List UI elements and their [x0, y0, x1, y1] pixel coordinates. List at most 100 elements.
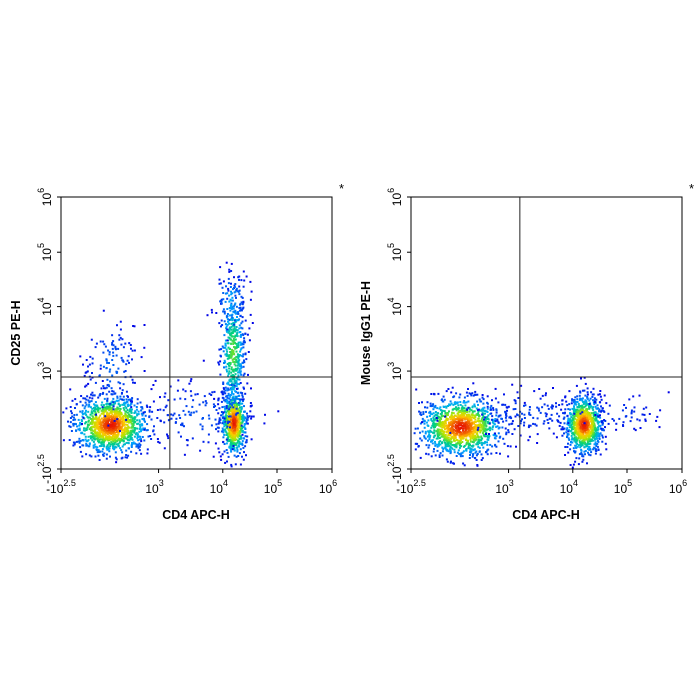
event-dot — [433, 429, 436, 432]
event-dot — [236, 423, 239, 426]
event-dot — [237, 434, 240, 437]
event-dot — [469, 429, 472, 432]
event-dot — [621, 409, 624, 412]
event-dot — [71, 415, 74, 418]
event-dot — [591, 393, 594, 396]
event-dot — [231, 385, 234, 388]
event-dot — [231, 408, 234, 411]
event-dot — [584, 409, 587, 412]
event-dot — [594, 433, 597, 436]
event-dot — [486, 438, 489, 441]
event-dot — [118, 441, 121, 444]
event-dot — [131, 397, 134, 400]
event-dot — [477, 414, 480, 417]
event-dot — [467, 413, 470, 416]
event-dot — [129, 414, 132, 417]
event-dot — [230, 351, 233, 354]
event-dot — [238, 442, 241, 445]
event-dot — [590, 405, 593, 408]
event-dot — [101, 439, 104, 442]
event-dot — [604, 426, 606, 429]
event-dot — [580, 448, 583, 451]
event-dot — [470, 418, 473, 421]
event-dot — [180, 435, 182, 438]
event-dot — [545, 413, 548, 416]
event-dot — [133, 421, 136, 424]
event-dot — [470, 432, 473, 435]
event-dot — [123, 370, 126, 373]
event-dot — [450, 460, 452, 463]
y-tick-label: 103 — [386, 362, 404, 380]
event-dot — [226, 388, 229, 391]
event-dot — [576, 398, 579, 401]
event-dot — [466, 414, 469, 417]
event-dot — [85, 442, 88, 445]
event-dot — [632, 395, 635, 398]
event-dot — [644, 419, 647, 422]
event-dot — [228, 445, 231, 448]
event-dot — [465, 422, 468, 425]
event-dot — [114, 345, 117, 348]
event-dot — [237, 408, 240, 411]
event-dot — [98, 419, 101, 422]
event-dot — [452, 462, 455, 465]
event-dot — [455, 455, 458, 457]
event-dot — [133, 404, 136, 407]
event-dot — [231, 306, 234, 309]
event-dot — [224, 415, 227, 418]
event-dot — [505, 433, 508, 436]
event-dot — [85, 403, 88, 406]
event-dot — [480, 408, 483, 411]
event-dot — [79, 400, 82, 403]
event-dot — [470, 424, 473, 427]
event-dot — [116, 324, 118, 327]
y-tick-label: -102.5 — [386, 454, 404, 484]
event-dot — [582, 433, 585, 436]
event-dot — [583, 429, 586, 431]
event-dot — [421, 421, 423, 424]
event-dot — [94, 346, 97, 349]
event-dot — [590, 427, 592, 430]
event-dot — [585, 445, 588, 448]
event-dot — [93, 407, 96, 410]
event-dot — [492, 419, 494, 422]
event-dot — [137, 413, 140, 416]
event-dot — [595, 398, 598, 401]
event-dot — [457, 428, 460, 431]
event-dot — [642, 407, 645, 410]
event-dot — [630, 411, 633, 414]
event-dot — [229, 395, 232, 398]
event-dot — [224, 323, 227, 326]
event-dot — [586, 387, 589, 390]
event-dot — [576, 406, 579, 408]
event-dot — [578, 457, 581, 460]
event-dot — [490, 412, 493, 415]
event-dot — [561, 403, 564, 406]
event-dot — [101, 428, 104, 431]
event-dot — [233, 335, 236, 338]
event-dot — [437, 432, 440, 435]
event-dot — [557, 420, 560, 423]
event-dot — [131, 358, 133, 361]
event-dot — [622, 421, 625, 424]
event-dot — [117, 412, 120, 415]
event-dot — [481, 412, 484, 415]
event-dot — [190, 378, 193, 381]
event-dot — [239, 463, 242, 466]
event-dot — [590, 434, 593, 437]
event-dot — [447, 428, 450, 431]
event-dot — [236, 329, 239, 332]
event-dot — [115, 427, 118, 430]
event-dot — [232, 353, 235, 355]
event-dot — [97, 440, 100, 443]
event-dot — [159, 419, 162, 422]
event-dot — [94, 406, 97, 409]
event-dot — [159, 408, 162, 411]
event-dot — [246, 412, 248, 415]
event-dot — [238, 418, 241, 421]
event-dot — [239, 382, 242, 384]
event-dot — [102, 432, 104, 435]
event-dot — [119, 430, 121, 432]
event-dot — [121, 435, 123, 438]
event-dot — [229, 314, 231, 317]
